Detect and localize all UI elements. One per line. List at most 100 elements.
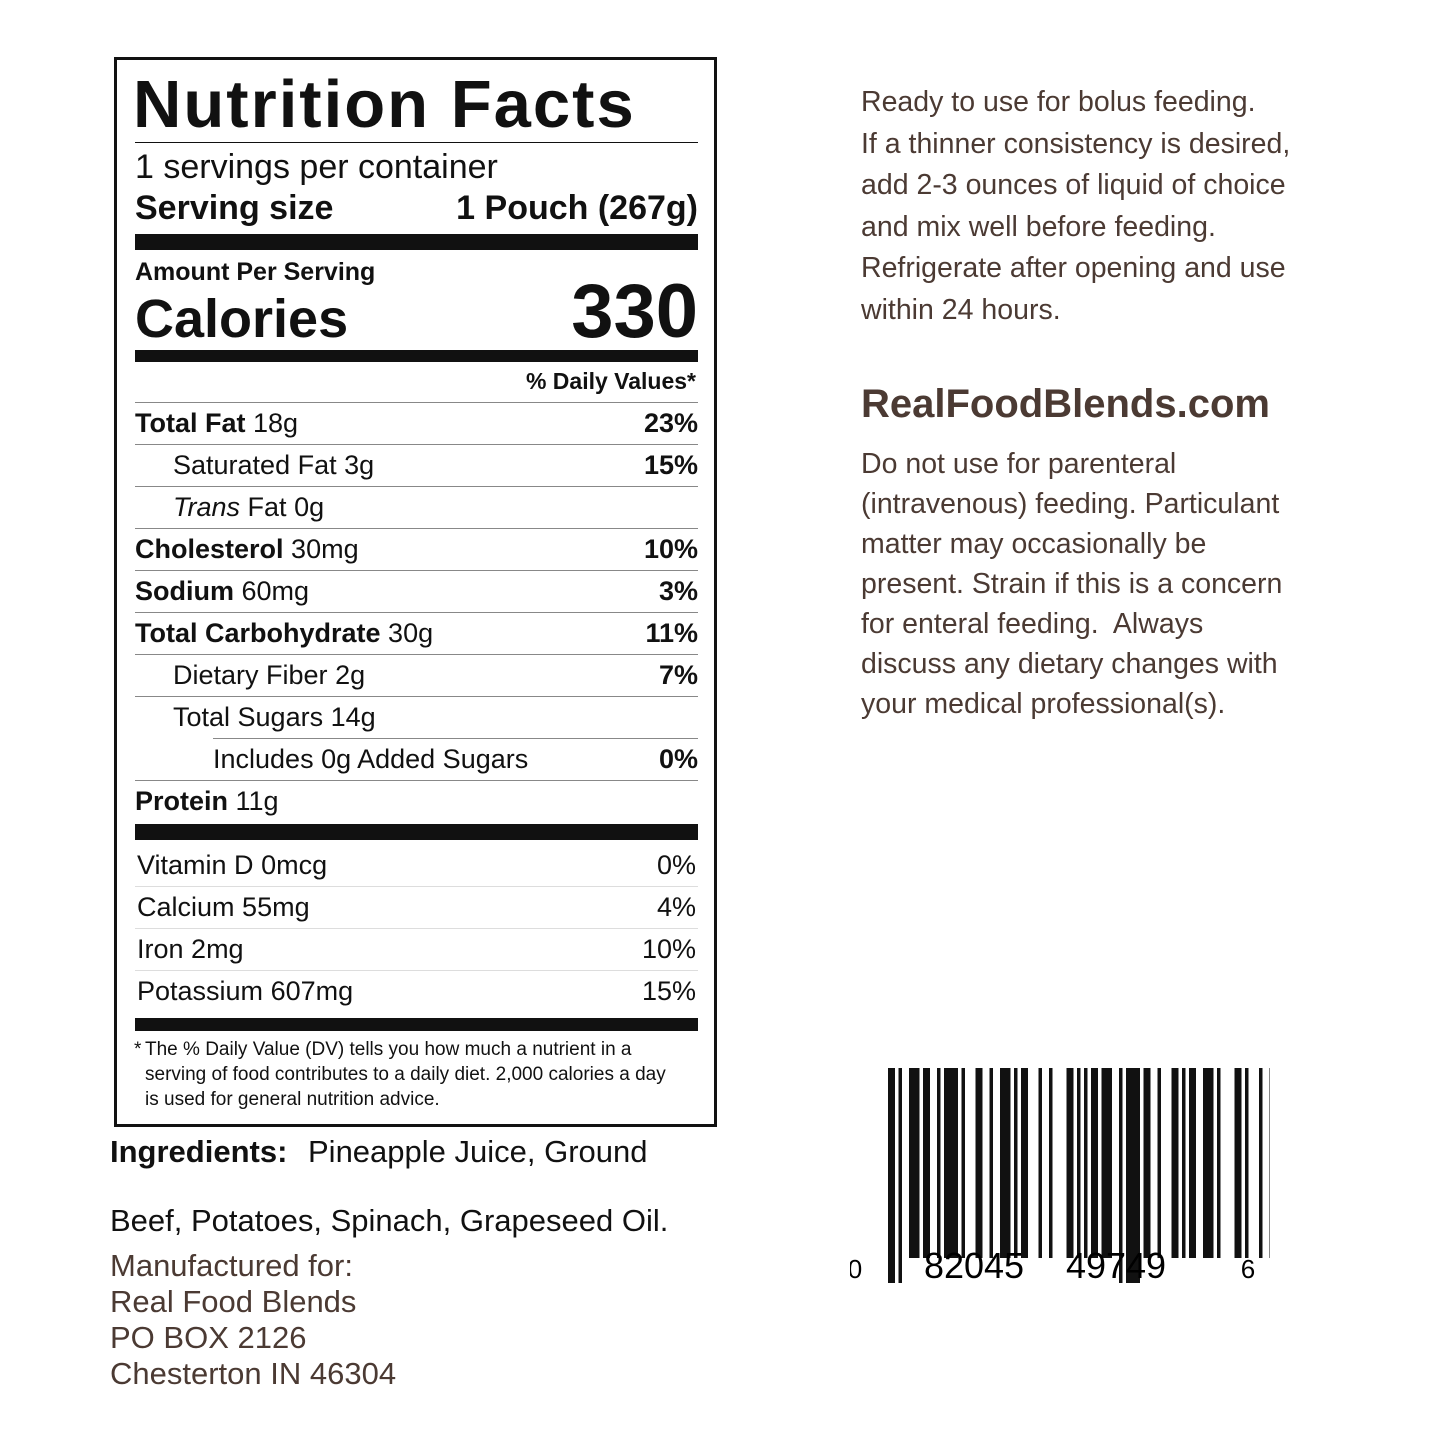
text-line: present. Strain if this is a concern <box>861 568 1283 600</box>
nutrient-name: Fat <box>247 492 287 522</box>
barcode-bar <box>937 1068 941 1258</box>
nutrition-box <box>114 57 717 1127</box>
calories-value: 330 <box>571 269 698 354</box>
barcode-bar <box>944 1068 958 1258</box>
text-line: The % Daily Value (DV) tells you how muc… <box>145 1039 632 1060</box>
nutrient-dv: 11% <box>645 618 698 648</box>
barcode-digit: 0 <box>850 1254 862 1284</box>
nutrient-name: Total Fat <box>135 408 246 438</box>
nutrient-row: Total Fat 18g 23% <box>135 402 698 444</box>
nutrient-row: Trans Fat 0g <box>135 486 698 528</box>
nutrient-row: Protein 11g <box>135 780 698 822</box>
barcode-bar <box>1203 1068 1214 1258</box>
nutrient-name: Total Carbohydrate <box>135 618 381 648</box>
rule <box>135 142 698 143</box>
nutrient-prefix: Trans <box>173 492 241 522</box>
vitamin-amount: 607mg <box>270 976 354 1006</box>
barcode-digit: 49749 <box>1066 1245 1166 1286</box>
nutrient-label: Total Carbohydrate 30g <box>135 618 433 649</box>
text-line: Manufactured for: <box>110 1248 353 1283</box>
nutrient-amount: 18g <box>253 408 299 438</box>
nutrient-label: Cholesterol 30mg <box>135 534 359 565</box>
barcode-bar <box>1143 1068 1151 1258</box>
nutrient-name: Includes 0g Added Sugars <box>213 744 529 774</box>
vitamin-amount: 55mg <box>242 892 310 922</box>
text-line: Beef, Potatoes, Spinach, Grapeseed Oil. <box>110 1203 669 1238</box>
nutrient-name: Total Sugars <box>173 702 324 732</box>
calories-label: Calories <box>135 289 349 349</box>
nutrient-row: Sodium 60mg 3% <box>135 570 698 612</box>
text-line: your medical professional(s). <box>861 688 1226 720</box>
vitamin-name: Potassium <box>137 976 264 1006</box>
ingredients-label: Ingredients: <box>110 1134 288 1169</box>
nutrient-amount: 3g <box>344 450 375 480</box>
barcode-bar <box>1066 1068 1074 1258</box>
nutrient-amount: 60mg <box>241 576 310 606</box>
barcode-bar <box>923 1068 930 1258</box>
vitamin-name: Iron <box>137 934 184 964</box>
nutrient-amount: 0g <box>294 492 325 522</box>
barcode-bar <box>1077 1068 1081 1258</box>
text-line: Ready to use for bolus feeding. <box>861 86 1256 118</box>
text-line: If a thinner consistency is desired, <box>861 127 1291 160</box>
thick-rule <box>135 234 698 250</box>
vitamin-label: Vitamin D 0mcg <box>135 850 327 881</box>
nutrient-dv: 0% <box>658 744 698 774</box>
text-line: for enteral feeding. Always <box>861 608 1204 640</box>
serving-size-value: 1 Pouch (267g) <box>456 189 698 227</box>
barcode-bar <box>1119 1068 1123 1283</box>
text-line: and mix well before feeding. <box>861 210 1216 243</box>
nutrient-row: Cholesterol 30mg 10% <box>135 528 698 570</box>
nutrient-label: Trans Fat 0g <box>135 492 324 523</box>
nutrient-label: Dietary Fiber 2g <box>135 660 365 691</box>
barcode-bar <box>1182 1068 1186 1258</box>
thick-rule <box>135 824 698 840</box>
barcode-bar <box>1217 1068 1221 1258</box>
vitamin-amount: 0mcg <box>261 850 328 880</box>
nutrient-label: Saturated Fat 3g <box>135 450 374 481</box>
nutrient-label: Includes 0g Added Sugars <box>213 744 528 775</box>
nutrient-name: Sodium <box>135 576 234 606</box>
barcode-bar <box>961 1068 965 1258</box>
nutrient-label: Sodium 60mg <box>135 576 309 607</box>
text-line: matter may occasionally be <box>861 528 1207 560</box>
barcode-bar <box>989 1068 993 1258</box>
vitamin-row: Calcium 55mg 4% <box>135 886 698 928</box>
nutrient-label: Total Sugars 14g <box>135 702 376 733</box>
text-line: Refrigerate after opening and use <box>861 252 1286 285</box>
barcode-bar <box>975 1068 983 1258</box>
barcode-bar <box>1234 1068 1242 1258</box>
barcode-bar <box>1038 1068 1042 1258</box>
text-line: Do not use for parenteral <box>861 448 1177 480</box>
vitamin-label: Iron 2mg <box>135 934 244 965</box>
barcode-bar <box>1171 1068 1179 1258</box>
nutrient-amount: 14g <box>330 702 376 732</box>
vitamin-name: Vitamin D <box>137 850 254 880</box>
nutrient-name: Cholesterol <box>135 534 284 564</box>
barcode: 0 82045 49749 6 <box>850 1068 1270 1286</box>
servings: 1 servings per container <box>135 148 498 186</box>
nutrient-row: Total Carbohydrate 30g 11% <box>135 612 698 654</box>
barcode-bar <box>1245 1068 1249 1258</box>
barcode-bar <box>1269 1068 1270 1258</box>
barcode-bar <box>1014 1068 1018 1258</box>
nutrient-label: Protein 11g <box>135 786 279 817</box>
nutrient-name: Dietary Fiber <box>173 660 328 690</box>
serving-size-label: Serving size <box>135 189 334 227</box>
vitamin-row: Iron 2mg 10% <box>135 928 698 970</box>
barcode-bar <box>1049 1068 1053 1258</box>
vitamin-dv: 15% <box>641 976 696 1006</box>
barcode-bar <box>888 1068 895 1283</box>
vitamin-dv: 0% <box>656 850 696 880</box>
amount-per-serving: Amount Per Serving <box>135 258 376 286</box>
nutrition-title: Nutrition Facts <box>133 67 636 142</box>
text-line: within 24 hours. <box>861 294 1061 326</box>
barcode-bar <box>1084 1068 1088 1258</box>
text-line: add 2-3 ounces of liquid of choice <box>861 169 1286 202</box>
barcode-bar <box>1259 1068 1263 1258</box>
text-line: is used for general nutrition advice. <box>145 1089 440 1110</box>
nutrient-row: Includes 0g Added Sugars 0% <box>213 738 698 780</box>
vitamin-label: Calcium 55mg <box>135 892 310 923</box>
barcode-bar <box>898 1068 902 1283</box>
